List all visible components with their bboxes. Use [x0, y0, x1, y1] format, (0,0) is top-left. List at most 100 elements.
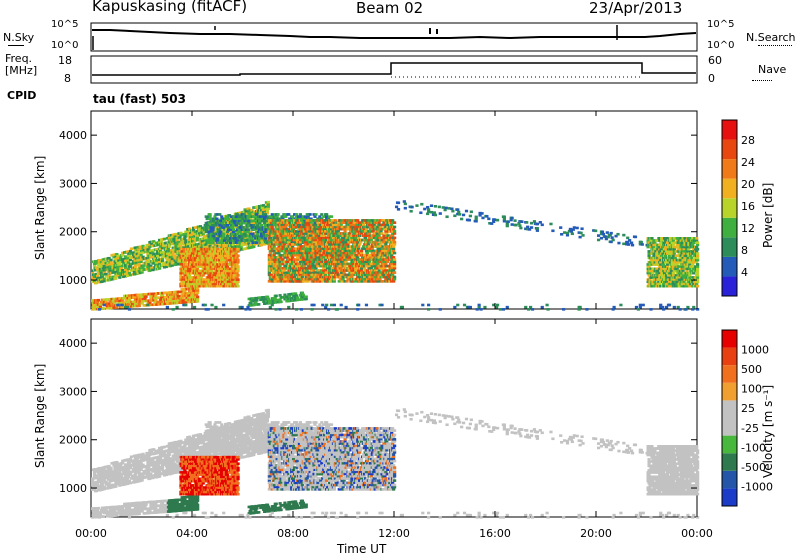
power-cell [148, 269, 152, 272]
power-cell [106, 276, 110, 280]
power-cell [143, 246, 147, 250]
power-cell [186, 258, 190, 262]
power-cell [225, 215, 229, 218]
power-cell [237, 246, 241, 250]
power-cell [114, 255, 118, 258]
power-cell [233, 221, 237, 225]
power-cell [124, 266, 128, 269]
power-cell [99, 271, 103, 275]
power-cell [234, 237, 238, 240]
power-cell [102, 268, 106, 272]
power-cell [121, 301, 125, 304]
power-cell [246, 217, 250, 221]
power-cell [261, 206, 266, 209]
power-cell [170, 257, 174, 261]
power-cell [158, 251, 162, 255]
power-cell [189, 242, 193, 246]
power-cell [173, 263, 177, 267]
power-cell [231, 228, 236, 231]
power-cell [116, 261, 120, 265]
power-cell [123, 301, 127, 304]
power-cell [229, 269, 233, 273]
power-cell [193, 226, 198, 229]
power-cell [215, 254, 219, 258]
power-cell [247, 211, 251, 215]
power-cell [228, 237, 233, 240]
power-cell [138, 245, 142, 249]
power-cell [232, 252, 236, 255]
power-cell [215, 276, 219, 279]
power-cell [196, 286, 200, 290]
power-cell [251, 241, 255, 244]
power-cell [251, 213, 255, 216]
power-cell [105, 306, 109, 310]
power-cell [204, 215, 208, 218]
power-cell [276, 213, 280, 216]
power-cell [240, 237, 244, 240]
power-cell [193, 260, 198, 264]
power-cell [154, 257, 158, 260]
power-cell [223, 230, 227, 233]
power-cell [193, 232, 198, 236]
power-cell [237, 217, 241, 221]
power-cell [213, 284, 217, 288]
power-cell [94, 272, 99, 276]
power-cell [184, 265, 188, 268]
power-cell [128, 252, 133, 255]
power-cell [258, 228, 262, 231]
power-cell [219, 244, 223, 247]
power-cell [214, 260, 218, 264]
power-cell [158, 267, 162, 270]
power-cell [198, 240, 202, 243]
power-cell [234, 241, 238, 244]
power-cell [193, 245, 198, 249]
power-cell [236, 254, 240, 258]
power-cell [212, 232, 216, 236]
power-cell [116, 265, 120, 269]
power-cell [152, 292, 156, 296]
power-cell [141, 255, 145, 259]
power-cell [102, 271, 106, 274]
power-cell [107, 306, 111, 310]
power-cell [245, 239, 249, 242]
power-cell [222, 219, 226, 223]
nsearch-legend-line [758, 45, 792, 46]
power-cell [238, 230, 242, 234]
power-cell [162, 246, 167, 249]
power-cell [224, 237, 228, 240]
power-cell [190, 254, 194, 258]
power-cell [142, 248, 146, 252]
power-cell [239, 224, 243, 228]
power-cell [262, 226, 267, 229]
power-cell [170, 295, 174, 299]
power-cell [255, 241, 259, 244]
power-cell [95, 261, 100, 265]
power-cell [181, 256, 185, 260]
power-cell [195, 278, 200, 281]
power-cell [198, 271, 202, 275]
power-cell [119, 258, 123, 262]
power-cell [114, 299, 118, 303]
power-cell [143, 297, 147, 301]
power-cell [164, 248, 169, 251]
power-cell [221, 278, 226, 281]
power-cell [108, 269, 112, 273]
power-cell [209, 230, 213, 234]
power-cell [203, 284, 207, 288]
power-cell [161, 300, 165, 304]
power-cell [249, 230, 253, 234]
power-cell [230, 226, 235, 229]
power-cell [173, 241, 177, 245]
power-cell [289, 217, 293, 221]
power-cell [183, 290, 187, 293]
power-cell [186, 282, 190, 286]
power-cell [265, 209, 270, 213]
power-cell [144, 295, 148, 298]
freq-nave-panel: 18 8 60 0 [58, 54, 722, 85]
power-cell [212, 282, 216, 286]
power-cell [196, 258, 200, 262]
power-cell [220, 215, 224, 218]
power-cell [171, 297, 175, 301]
power-cell [175, 301, 179, 305]
power-cell [232, 237, 236, 240]
